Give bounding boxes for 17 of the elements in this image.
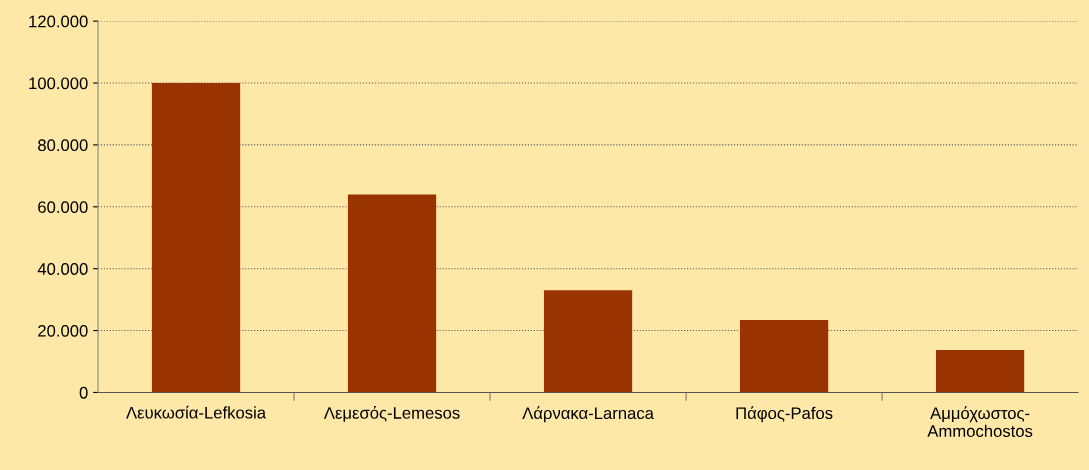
bar [543, 290, 633, 393]
y-tick-label: 120.000 [29, 15, 88, 28]
x-tick-label: Λάρνακα-Larnaca [522, 406, 654, 423]
y-tick-label: 60.000 [38, 201, 88, 213]
y-tick-label: 20.000 [38, 324, 88, 337]
x-tick-label: Λεμεσός-Lemesos [323, 406, 460, 422]
x-tick-label: Πάφος-Pafos [736, 406, 833, 423]
y-tick-label: 40.000 [37, 263, 88, 275]
bar [739, 320, 829, 393]
y-tick-label: 100.000 [29, 77, 88, 90]
bar [936, 350, 1025, 393]
x-tick-label: Αμμόχωστος- Ammochostos [927, 406, 1033, 437]
bar [347, 194, 437, 393]
x-tick-label: Λευκωσία-Lefkosia [126, 405, 267, 419]
y-tick-label: 0 [79, 386, 88, 399]
bar [151, 83, 241, 393]
y-tick-label: 80.000 [38, 139, 88, 152]
